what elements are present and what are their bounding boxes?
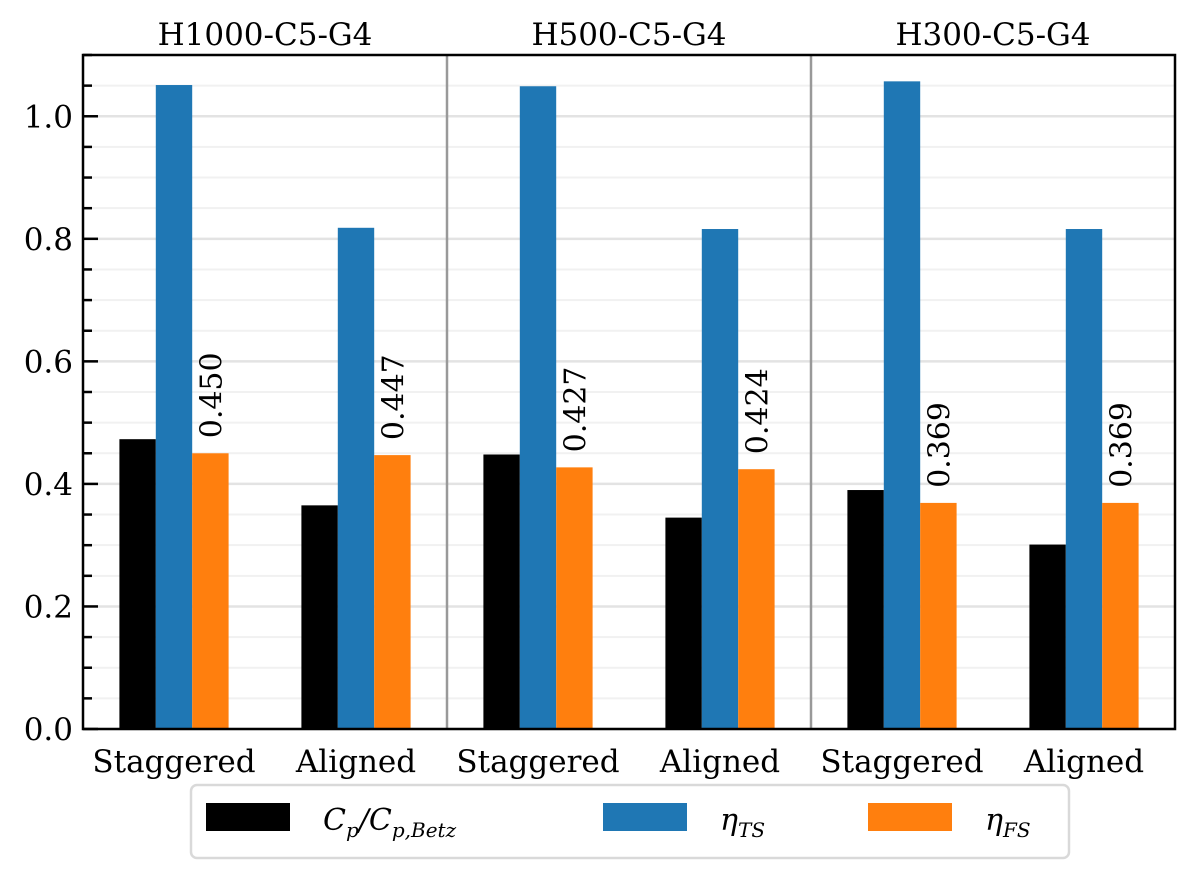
legend-swatch [206, 803, 290, 831]
bar-cp-cp-betz [483, 454, 520, 729]
value-annotation: 0.369 [922, 402, 957, 488]
group-title: H1000-C5-G4 [158, 17, 373, 53]
annotations: 0.450 0.447 0.427 0.424 0.369 0.369 [194, 352, 1139, 488]
x-tick-label: Aligned [1023, 744, 1144, 780]
bar-eta-fs [1102, 502, 1139, 729]
value-annotation: 0.369 [1104, 402, 1139, 488]
y-tick-label: 0.8 [24, 222, 73, 258]
y-tick-label: 0.4 [24, 467, 73, 503]
bar-eta-ts [519, 86, 557, 730]
value-annotation: 0.450 [194, 352, 229, 438]
legend-label: Cp/Cp,Betz [323, 803, 457, 842]
y-tick-label: 0.6 [24, 344, 73, 380]
value-annotation: 0.424 [740, 368, 775, 454]
bar-eta-fs [556, 467, 593, 729]
value-annotation: 0.427 [558, 366, 593, 452]
group-titles: H1000-C5-G4 H500-C5-G4 H300-C5-G4 [158, 17, 1091, 53]
bar-cp-cp-betz [1029, 544, 1066, 729]
x-tick-label: Staggered [92, 744, 255, 780]
legend-label-main: C [323, 803, 346, 838]
bar-eta-ts [337, 227, 375, 729]
bar-eta-fs [920, 502, 957, 729]
legend-label-main: η [720, 803, 738, 838]
bar-eta-ts [1065, 229, 1103, 730]
group-title: H500-C5-G4 [531, 17, 726, 53]
legend-swatch [868, 803, 952, 831]
value-annotation: 0.447 [376, 354, 411, 440]
bar-eta-fs [738, 469, 775, 729]
bar-eta-fs [192, 453, 229, 729]
bar-eta-ts [155, 85, 193, 730]
x-tick-label: Aligned [659, 744, 780, 780]
bar-cp-cp-betz [119, 439, 156, 729]
legend-label: ηTS [720, 803, 765, 842]
bar-eta-fs [374, 455, 411, 729]
bar-cp-cp-betz [301, 505, 338, 729]
legend-label: ηFS [985, 803, 1031, 842]
axes: 0.0 0.2 0.4 0.6 0.8 1.0 Staggered Aligned Stagge… [24, 53, 1177, 780]
bar-cp-cp-betz [665, 517, 702, 729]
group-separators [445, 55, 813, 729]
axes-frame [81, 53, 1177, 731]
legend-label-subscript: p [346, 818, 359, 842]
y-tick-label: 0.2 [24, 589, 73, 625]
y-tick-label: 1.0 [24, 99, 73, 135]
legend-label-subscript: FS [1002, 818, 1031, 842]
y-tick-label: 0.0 [24, 712, 73, 748]
legend-swatch [603, 803, 687, 831]
x-tick-label: Staggered [820, 744, 983, 780]
x-tick-label: Aligned [295, 744, 416, 780]
legend-label-main: η [985, 803, 1003, 838]
legend-label-subscript: p,Betz [392, 818, 457, 842]
bar-cp-cp-betz [847, 490, 884, 729]
group-title: H300-C5-G4 [895, 17, 1090, 53]
bar-eta-ts [701, 229, 739, 730]
legend-label-subscript: TS [738, 818, 765, 842]
bars [119, 81, 1139, 730]
gridlines [83, 54, 1175, 731]
legend: Cp/Cp,Betz ηTS ηFS [189, 783, 1071, 860]
legend-label-main: /C [356, 803, 392, 838]
x-tick-label: Staggered [456, 744, 619, 780]
bar-eta-ts [883, 81, 921, 729]
